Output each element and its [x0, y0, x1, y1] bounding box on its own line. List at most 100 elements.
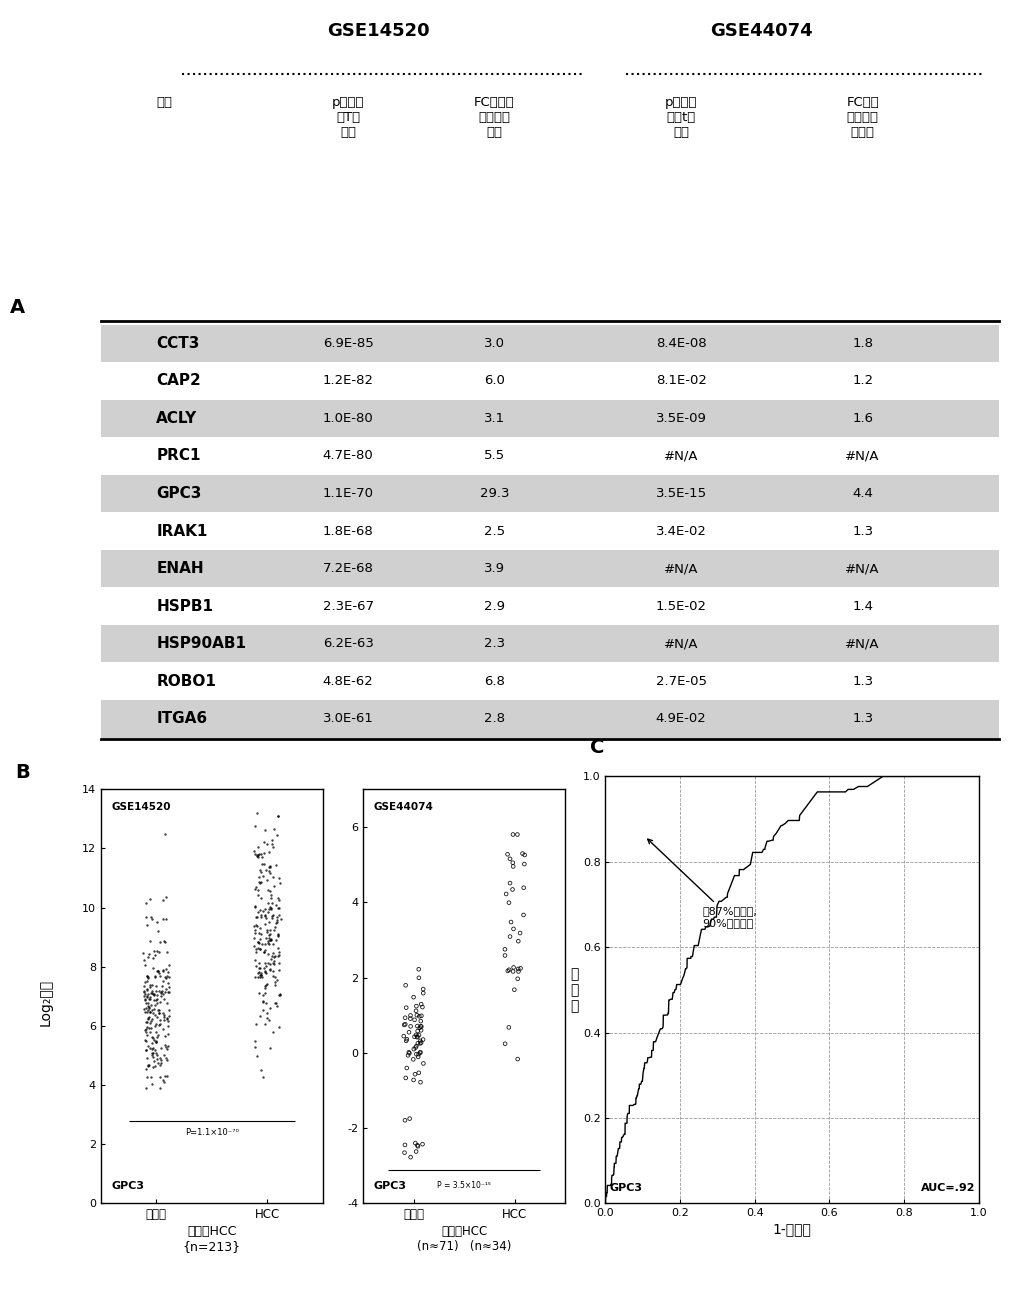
Point [402, 1108, 418, 1128]
Point [250, 885, 266, 906]
Bar [101, 362, 999, 400]
Point [156, 930, 173, 951]
Point [410, 1033, 426, 1053]
Point [262, 998, 278, 1018]
Point [149, 1048, 165, 1069]
Text: 1.1E-70: 1.1E-70 [323, 487, 373, 499]
Point [265, 942, 282, 963]
Point [139, 1025, 155, 1046]
Point [141, 989, 157, 1009]
Point [511, 961, 527, 982]
Point [246, 950, 262, 970]
Point [247, 915, 263, 936]
Point [251, 1005, 267, 1026]
Point [156, 1035, 173, 1056]
Point [263, 929, 279, 950]
Point [255, 992, 271, 1013]
Point [270, 960, 287, 981]
Point [161, 999, 178, 1020]
Point [144, 982, 160, 1003]
Point [272, 872, 289, 893]
Point [157, 886, 174, 907]
Point [151, 1003, 167, 1024]
Point [143, 1043, 159, 1064]
Bar [101, 475, 999, 512]
Point [499, 960, 516, 981]
Point [138, 907, 154, 928]
Text: FC（肿
瘤对比非
肿瘤）: FC（肿 瘤对比非 肿瘤） [847, 96, 879, 138]
Point [265, 876, 282, 897]
Text: 2.9: 2.9 [484, 599, 504, 612]
Point [139, 995, 155, 1016]
Text: ROBO1: ROBO1 [156, 674, 216, 688]
Point [271, 941, 288, 961]
Point [143, 1066, 159, 1087]
Point [139, 986, 155, 1007]
Point [268, 894, 285, 915]
Point [254, 933, 270, 954]
Text: 3.0: 3.0 [484, 336, 504, 349]
Point [138, 1031, 154, 1052]
Point [270, 1017, 287, 1038]
Text: 1.6: 1.6 [853, 411, 873, 424]
Point [253, 888, 269, 908]
Point [261, 861, 277, 881]
Point [161, 967, 178, 987]
Point [262, 897, 278, 917]
Point [148, 992, 164, 1013]
Point [139, 1002, 155, 1022]
Point [502, 912, 519, 933]
Text: P = 3.5×10⁻¹⁵: P = 3.5×10⁻¹⁵ [437, 1181, 491, 1190]
Point [400, 1046, 416, 1066]
Point [251, 859, 267, 880]
Point [270, 898, 287, 919]
Point [247, 817, 263, 837]
Point [396, 1026, 412, 1047]
Point [403, 1146, 419, 1167]
Point [255, 958, 271, 978]
Point [144, 974, 160, 995]
Point [496, 945, 513, 965]
Point [272, 908, 289, 929]
Point [397, 1143, 413, 1163]
Text: 1.4: 1.4 [853, 599, 873, 612]
Point [265, 866, 282, 886]
Point [253, 1060, 269, 1080]
Point [251, 967, 267, 987]
Point [148, 1033, 164, 1053]
Point [253, 853, 269, 873]
Point [411, 968, 427, 989]
Point [158, 1036, 175, 1057]
Point [139, 946, 155, 967]
Point [148, 1007, 164, 1027]
Point [410, 1021, 426, 1042]
Point [511, 959, 527, 980]
Point [136, 976, 152, 996]
Point [150, 1003, 166, 1024]
Point [154, 980, 171, 1000]
Point [408, 1141, 424, 1162]
Point [148, 976, 164, 996]
Point [148, 1026, 164, 1047]
Text: 2.3E-67: 2.3E-67 [323, 599, 373, 612]
Point [408, 1132, 424, 1153]
Point [144, 999, 160, 1020]
Point [260, 857, 276, 877]
Point [140, 943, 156, 964]
Point [265, 933, 282, 954]
Point [145, 1057, 161, 1078]
Point [156, 967, 173, 987]
Point [256, 942, 272, 963]
Text: 1.8E-68: 1.8E-68 [323, 524, 373, 537]
Point [262, 857, 278, 877]
Point [135, 999, 151, 1020]
Point [398, 1014, 414, 1035]
Point [251, 958, 267, 978]
Point [159, 1038, 176, 1058]
Point [147, 1016, 163, 1036]
Point [516, 905, 532, 925]
Point [144, 1046, 160, 1066]
Text: （87%敏感性,
90%特异性）: （87%敏感性, 90%特异性） [648, 840, 758, 928]
Text: FC（肿瘤
对比非肿
瘤）: FC（肿瘤 对比非肿 瘤） [474, 96, 515, 138]
Point [149, 920, 165, 941]
